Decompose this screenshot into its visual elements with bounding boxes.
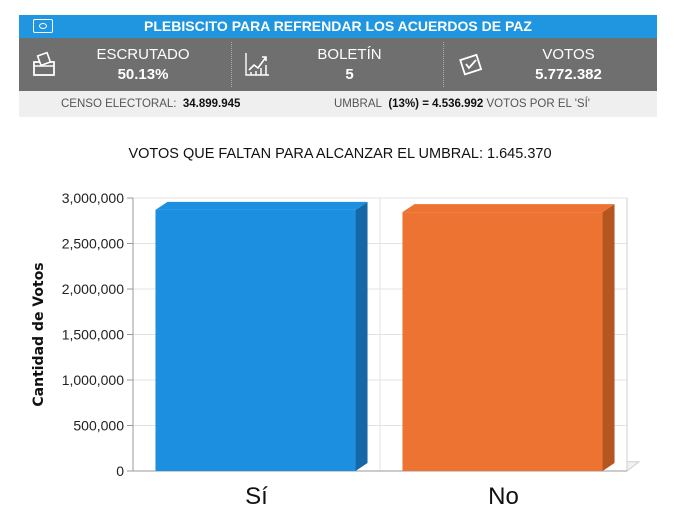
stat-label: VOTOS [542, 46, 595, 63]
census-value: 34.899.945 [182, 98, 241, 110]
y-axis-label: Cantidad de Votos [31, 262, 47, 406]
divider [231, 42, 232, 87]
stat-label: BOLETÍN [317, 46, 382, 63]
x-tick-label: No [488, 483, 519, 510]
bar [402, 212, 603, 472]
flag-icon [33, 19, 53, 33]
stat-votos: VOTOS 5.772.382 [444, 38, 657, 91]
y-tick-label: 2,500,000 [62, 236, 124, 252]
y-tick-label: 0 [116, 463, 124, 479]
y-tick-label: 1,000,000 [62, 372, 124, 388]
stat-label: ESCRUTADO [96, 46, 190, 63]
stat-value: 5 [345, 66, 354, 83]
stats-bar: ESCRUTADO 50.13% BOLETÍN 5 VOTOS 5.772.3… [19, 38, 657, 91]
umbral-eq: = [422, 98, 429, 110]
vote-paper-icon [459, 53, 483, 76]
umbral-pct: (13%) [388, 98, 420, 110]
y-tick-label: 3,000,000 [62, 190, 124, 206]
bar-top [155, 201, 368, 210]
census-info: CENSO ELECTORAL: 34.899.945 [61, 91, 240, 117]
y-tick-label: 2,000,000 [62, 281, 124, 297]
trend-chart-icon [245, 53, 269, 76]
bar-chart: 0 500,000 1,000,000 1,500,000 2,000,000 2,500… [31, 190, 641, 510]
stat-value: 5.772.382 [535, 66, 602, 83]
divider [443, 42, 444, 87]
bar-side [355, 201, 368, 471]
x-tick-label: Sí [245, 483, 268, 510]
bar-side [602, 204, 615, 472]
bar [155, 209, 356, 471]
stat-value: 50.13% [117, 66, 169, 83]
census-bar: CENSO ELECTORAL: 34.899.945 UMBRAL (13%)… [19, 91, 657, 117]
title-banner: PLEBISCITO PARA REFRENDAR LOS ACUERDOS D… [19, 15, 657, 38]
umbral-value: 4.536.992 [432, 98, 484, 110]
bar-top [402, 204, 615, 213]
y-tick-label: 500,000 [73, 418, 124, 434]
umbral-info: UMBRAL (13%) = 4.536.992 VOTOS POR EL 'S… [334, 91, 590, 117]
umbral-label: UMBRAL [334, 98, 382, 110]
page-title: PLEBISCITO PARA REFRENDAR LOS ACUERDOS D… [144, 18, 532, 34]
census-label: CENSO ELECTORAL: [61, 98, 177, 110]
chart-subtitle: VOTOS QUE FALTAN PARA ALCANZAR EL UMBRAL… [128, 146, 552, 162]
ballot-box-icon [33, 51, 55, 76]
stat-escrutado: ESCRUTADO 50.13% [19, 38, 231, 91]
stat-boletin: BOLETÍN 5 [232, 38, 443, 91]
y-tick-label: 1,500,000 [62, 327, 124, 343]
umbral-suffix: VOTOS POR EL 'SÍ' [486, 98, 590, 110]
